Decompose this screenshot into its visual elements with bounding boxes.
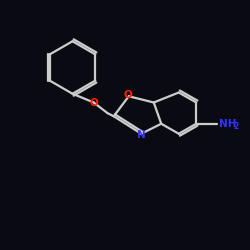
Text: O: O xyxy=(90,98,98,108)
Text: N: N xyxy=(137,130,145,140)
Text: O: O xyxy=(123,90,132,100)
Text: NH: NH xyxy=(220,119,237,129)
Text: 2: 2 xyxy=(233,122,238,131)
